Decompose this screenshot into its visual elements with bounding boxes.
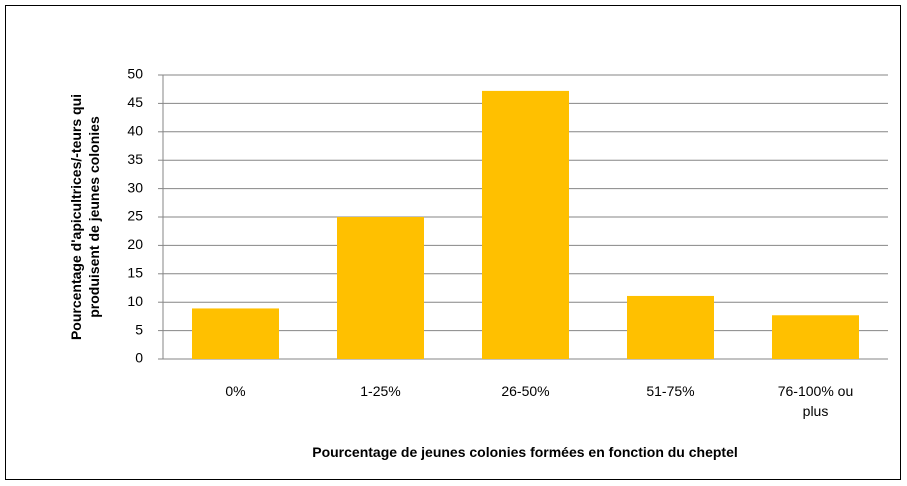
- x-tick-label: 76-100% ou plus: [777, 383, 854, 419]
- y-tick-label: 20: [127, 236, 143, 252]
- y-tick-label: 45: [127, 94, 143, 110]
- bar: [192, 308, 279, 359]
- y-tick-label: 25: [127, 208, 143, 224]
- bar: [337, 217, 424, 359]
- y-tick-label: 10: [127, 293, 143, 309]
- x-tick-label: 26-50%: [501, 383, 550, 399]
- bar: [772, 315, 859, 359]
- bar: [627, 295, 714, 359]
- y-tick-label: 40: [127, 123, 143, 139]
- bar: [482, 90, 569, 360]
- x-axis-title: Pourcentage de jeunes colonies formées e…: [312, 444, 738, 460]
- y-tick-label: 35: [127, 151, 143, 167]
- y-tick-label: 5: [135, 321, 143, 337]
- y-tick-label: 0: [135, 350, 143, 366]
- y-tick-label: 15: [127, 265, 143, 281]
- x-tick-label: 51-75%: [646, 383, 695, 399]
- frame: [5, 5, 901, 480]
- y-tick-label: 50: [127, 66, 143, 82]
- x-tick-label: 0%: [225, 383, 246, 399]
- x-tick-label: 1-25%: [360, 383, 401, 399]
- y-tick-label: 30: [127, 179, 143, 195]
- y-axis-title: Pourcentage d'apicultrices/-teurs qui pr…: [68, 93, 102, 341]
